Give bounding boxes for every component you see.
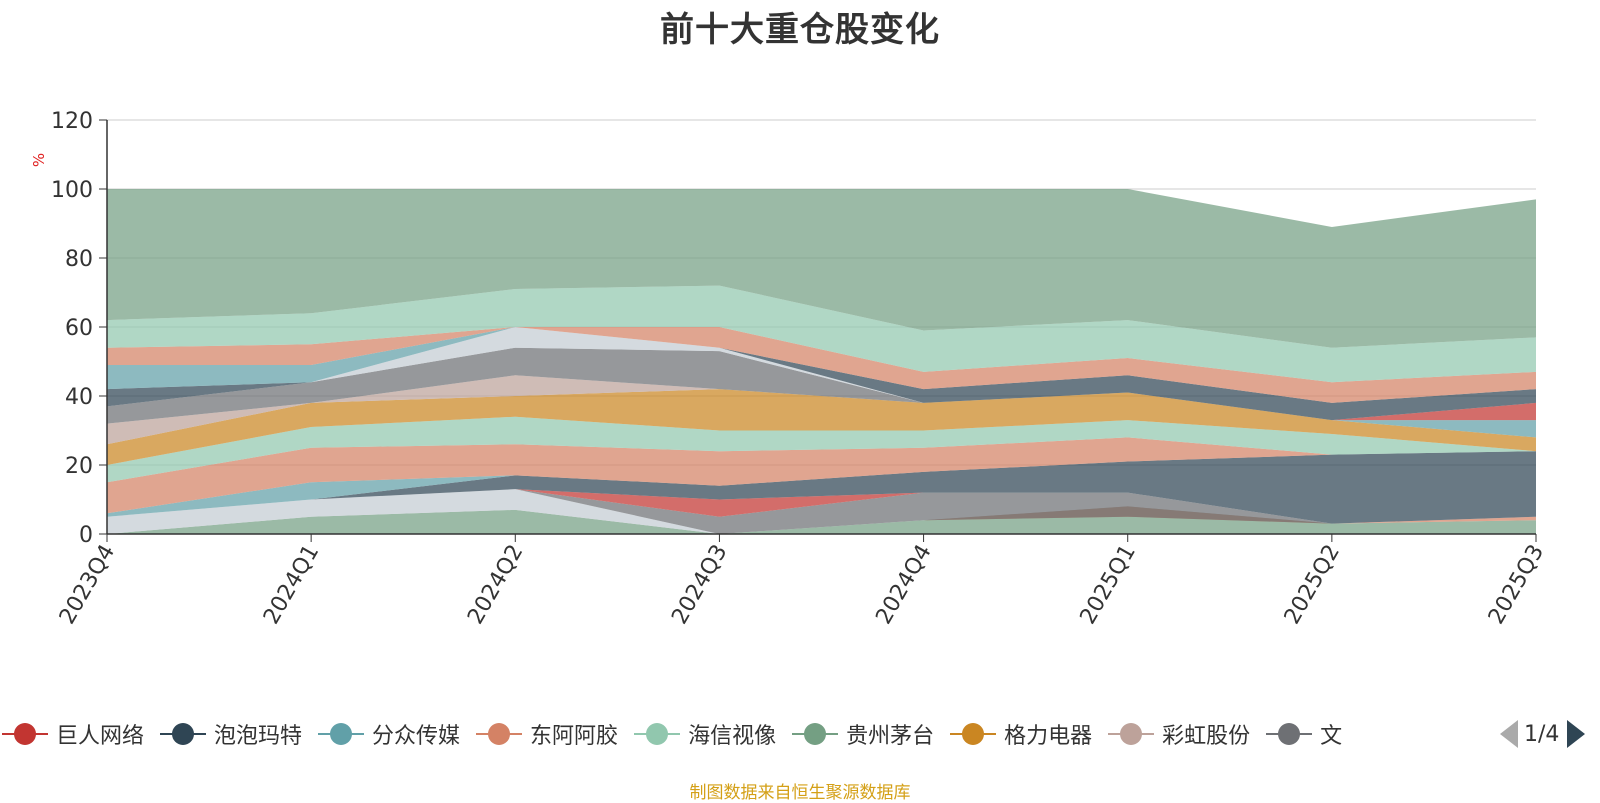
legend-label: 文 (1320, 724, 1343, 749)
y-tick-label: 20 (65, 454, 93, 479)
legend-item[interactable]: 海信视像 (632, 716, 776, 752)
stacked-areas (107, 189, 1536, 534)
legend-page-indicator: 1/4 (1524, 721, 1560, 747)
series-area (107, 327, 1536, 403)
legend-next-icon[interactable] (1567, 720, 1586, 748)
legend-label: 巨人网络 (56, 724, 145, 749)
series-area (107, 451, 1536, 524)
x-tick-label: 2024Q2 (463, 541, 528, 629)
legend-label: 海信视像 (688, 724, 777, 749)
legend-marker-icon (634, 723, 681, 745)
legend-label: 贵州茅台 (846, 724, 935, 749)
legend-marker-icon (1108, 723, 1155, 745)
legend-marker-icon (476, 723, 523, 745)
legend-marker-icon (792, 723, 839, 745)
x-tick-label: 2024Q3 (667, 541, 732, 629)
legend-pager: 1/4 (1500, 716, 1600, 752)
series-area (107, 389, 1536, 465)
x-tick-label: 2025Q3 (1484, 541, 1549, 629)
legend-item[interactable]: 彩虹股份 (1106, 716, 1250, 752)
legend-marker-icon (2, 723, 48, 745)
legend-label: 彩虹股份 (1162, 724, 1251, 749)
legend-label: 格力电器 (1004, 724, 1093, 749)
x-tick-label: 2025Q2 (1280, 541, 1345, 629)
legend-marker-icon (160, 723, 207, 745)
legend-item[interactable]: 贵州茅台 (790, 716, 934, 752)
y-axis-unit: % (30, 153, 48, 167)
x-tick-label: 2025Q1 (1076, 541, 1141, 629)
y-tick-label: 80 (65, 247, 93, 272)
legend-item[interactable]: 泡泡玛特 (158, 716, 302, 752)
series-area (107, 327, 1536, 421)
y-tick-label: 60 (65, 316, 93, 341)
legend-marker-icon (950, 723, 997, 745)
legend-marker-icon (1266, 723, 1313, 745)
source-note: 制图数据来自恒生聚源数据库 (689, 783, 911, 803)
legend-item[interactable]: 文 (1264, 716, 1342, 752)
chart-title: 前十大重仓股变化 (660, 10, 940, 50)
legend-label: 分众传媒 (372, 724, 461, 749)
series-area (107, 327, 1536, 438)
x-tick-label: 2024Q4 (871, 541, 936, 629)
series-area (107, 347, 1536, 438)
series-area (107, 285, 1536, 383)
y-tick-label: 120 (51, 109, 93, 134)
legend-label: 泡泡玛特 (214, 724, 303, 749)
legend-item[interactable]: 东阿阿胶 (474, 716, 618, 752)
series-area (107, 375, 1536, 445)
series-area (107, 189, 1536, 348)
legend-item[interactable]: 巨人网络 (0, 716, 144, 752)
legend-item[interactable]: 格力电器 (948, 716, 1092, 752)
series-area (107, 489, 1536, 534)
x-tick-label: 2023Q4 (55, 541, 120, 629)
series-area (107, 451, 1536, 517)
series-area (107, 489, 1536, 534)
series-area (107, 437, 1536, 514)
y-tick-label: 40 (65, 385, 93, 410)
legend-label: 东阿阿胶 (530, 724, 619, 749)
y-tick-label: 100 (51, 178, 93, 203)
legend-marker-icon (318, 723, 365, 745)
legend-item[interactable]: 分众传媒 (316, 716, 460, 752)
x-tick-label: 2024Q1 (259, 541, 324, 629)
legend: 巨人网络 泡泡玛特 分众传媒 东阿阿胶 海信视像 贵州茅台 格力电器 彩虹股份 文 (0, 716, 1500, 752)
series-area (107, 416, 1536, 483)
y-tick-label: 0 (79, 523, 93, 548)
legend-prev-icon[interactable] (1500, 720, 1518, 748)
